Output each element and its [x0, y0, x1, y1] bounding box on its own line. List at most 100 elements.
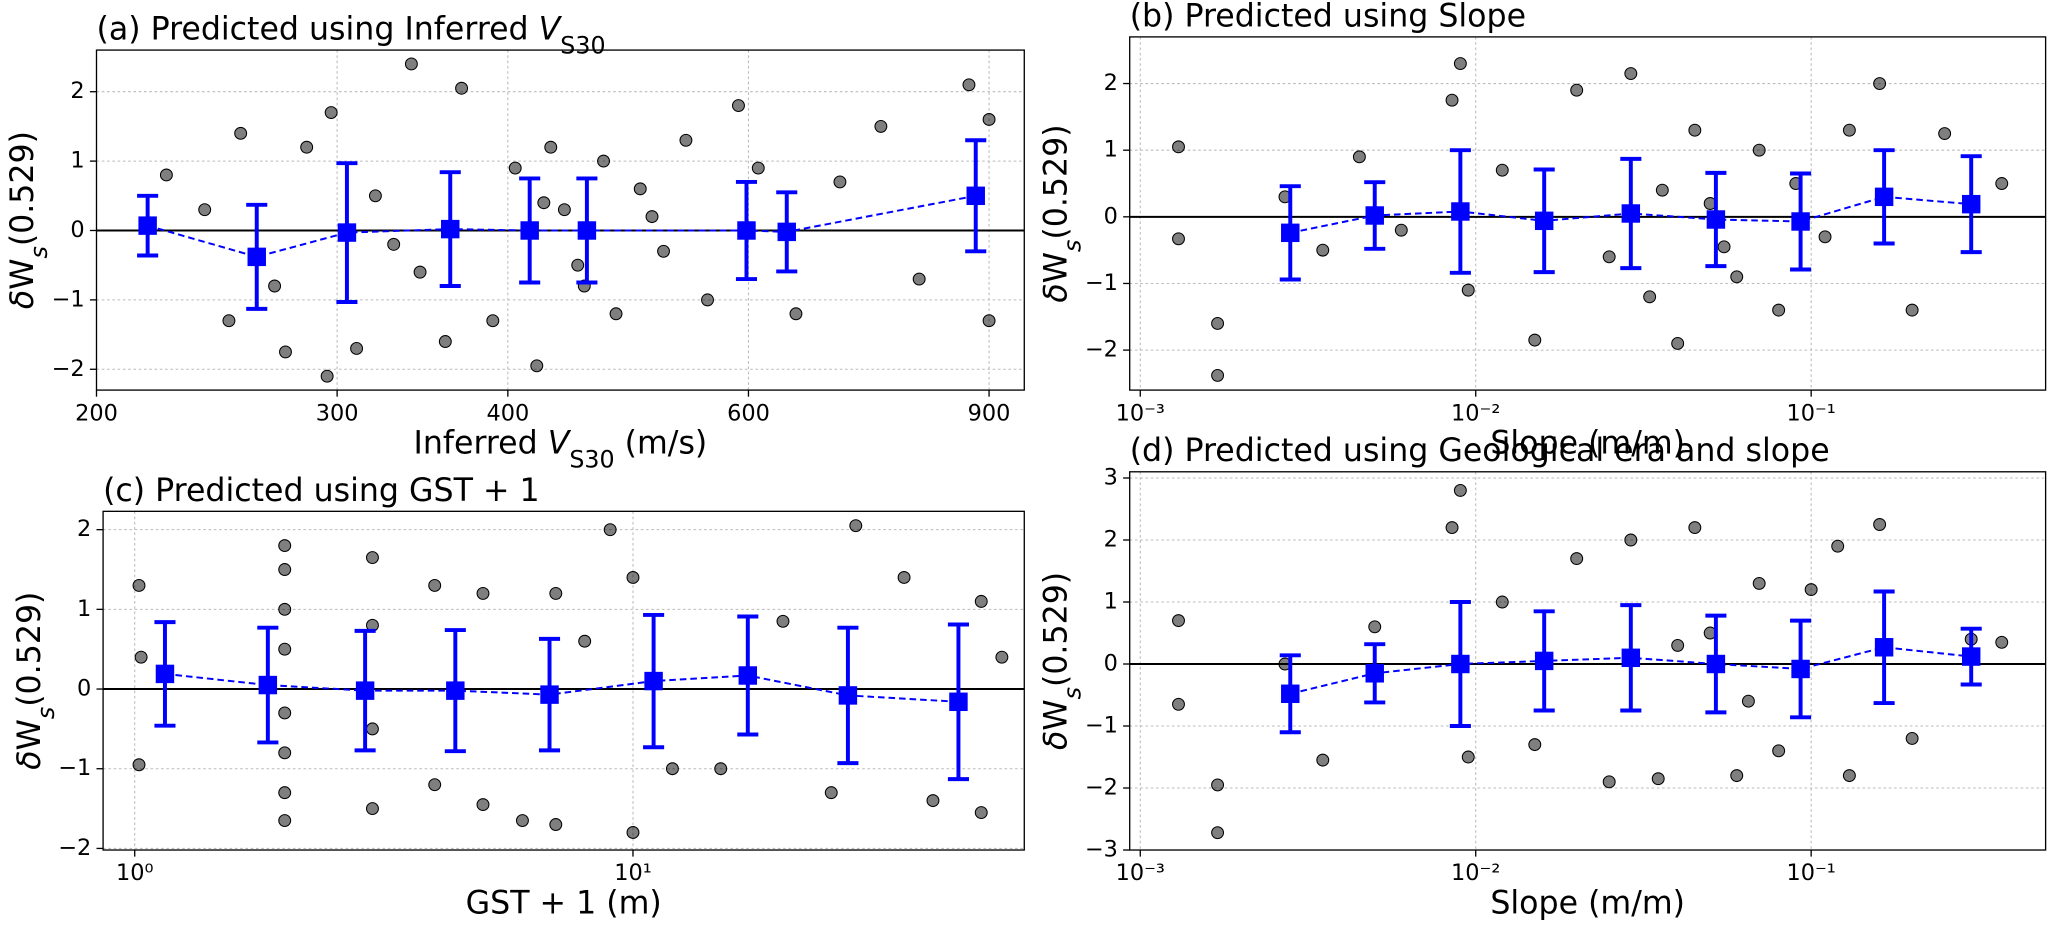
point [278, 563, 292, 576]
y-tick-label: 2 [77, 516, 91, 542]
mean-marker [1706, 210, 1726, 229]
y-tick-label: 1 [1104, 137, 1118, 163]
point [1461, 750, 1475, 764]
point [633, 182, 647, 196]
point [1316, 243, 1330, 257]
label-part: W [1038, 252, 1074, 283]
x-tick-label: 10⁻² [1451, 860, 1500, 886]
mean-marker [1534, 211, 1554, 231]
point [1688, 521, 1702, 535]
point [974, 806, 988, 820]
point [645, 210, 659, 224]
y-tick-label: 2 [70, 78, 84, 104]
label-part: V [539, 12, 563, 48]
point [874, 119, 888, 133]
point [278, 814, 292, 827]
point [1211, 826, 1225, 840]
label-part: (a) Predicted using Inferred [96, 12, 538, 48]
point [1211, 316, 1225, 330]
mean-marker [1451, 202, 1470, 221]
y-axis-label: δWs(0.529) [5, 131, 53, 309]
mean-marker [441, 219, 460, 239]
point [278, 539, 292, 553]
point [1752, 576, 1766, 590]
mean-marker [1791, 659, 1810, 679]
mean-marker [1961, 194, 1981, 214]
point [1495, 595, 1509, 609]
mean-marker [1874, 187, 1894, 207]
point [557, 203, 571, 217]
mean-marker [355, 681, 375, 700]
label-part: W [1038, 699, 1074, 730]
point [476, 586, 490, 600]
mean-marker [644, 671, 663, 691]
point [132, 578, 146, 592]
point [1211, 368, 1225, 382]
y-axis-label: δWs(0.529) [1038, 124, 1086, 302]
point [278, 746, 292, 760]
label-part: s [1058, 687, 1086, 699]
point [833, 175, 847, 189]
point [387, 237, 401, 251]
point [1938, 127, 1952, 140]
point [438, 335, 452, 348]
mean-marker [1365, 206, 1384, 225]
mean-marker [738, 666, 758, 685]
chart-title: (b) Predicted using Slope [1130, 0, 1526, 34]
x-tick-label: 10⁻³ [1116, 400, 1165, 426]
label-part: (0.529) [5, 131, 41, 246]
point [549, 818, 563, 831]
point [365, 802, 379, 816]
point [665, 762, 679, 776]
x-tick-label: 10⁻¹ [1787, 400, 1836, 426]
plot-frame [1129, 471, 2047, 851]
y-tick-label: 3 [1104, 464, 1118, 490]
x-axis-label: GST + 1 (m) [466, 885, 662, 921]
mean-marker [1791, 212, 1810, 231]
point [1172, 614, 1185, 628]
x-tick-label: 900 [968, 400, 1011, 426]
point [428, 778, 442, 792]
point [776, 614, 790, 628]
point [1651, 772, 1665, 786]
mean-marker [1281, 684, 1300, 703]
label-part: V [548, 425, 572, 461]
label-part: δ [1038, 283, 1074, 302]
point [1818, 230, 1832, 244]
label-part: Slope (m/m) [1490, 425, 1685, 461]
point [849, 519, 863, 533]
label-part: δ [5, 290, 41, 309]
point [1772, 303, 1786, 317]
label-part: (m/s) [615, 425, 708, 461]
label-part: (b) Predicted using Slope [1130, 0, 1526, 34]
mean-marker [1451, 654, 1470, 674]
point [159, 168, 173, 182]
mean-marker [777, 222, 796, 242]
point [1172, 140, 1185, 154]
point [1655, 183, 1669, 197]
label-part: GST + 1 (m) [466, 885, 662, 921]
mean-marker [1621, 648, 1641, 668]
point [897, 571, 911, 584]
label-part: (0.529) [1038, 572, 1074, 687]
point [1211, 778, 1225, 792]
mean-marker [138, 216, 157, 235]
y-tick-label: 0 [77, 676, 91, 702]
point [365, 722, 379, 736]
point [1873, 518, 1887, 531]
point [320, 369, 334, 383]
mean-marker [1621, 204, 1641, 223]
label-part: (0.529) [1038, 124, 1074, 239]
point [1752, 143, 1766, 157]
point [982, 113, 996, 126]
point [278, 602, 292, 616]
point [1172, 697, 1185, 711]
mean-marker [540, 685, 559, 704]
point [751, 161, 765, 175]
point [1671, 638, 1685, 652]
point [571, 258, 585, 272]
point [1495, 163, 1509, 177]
x-axis-label: Slope (m/m) [1490, 425, 1685, 461]
point [1873, 77, 1887, 91]
